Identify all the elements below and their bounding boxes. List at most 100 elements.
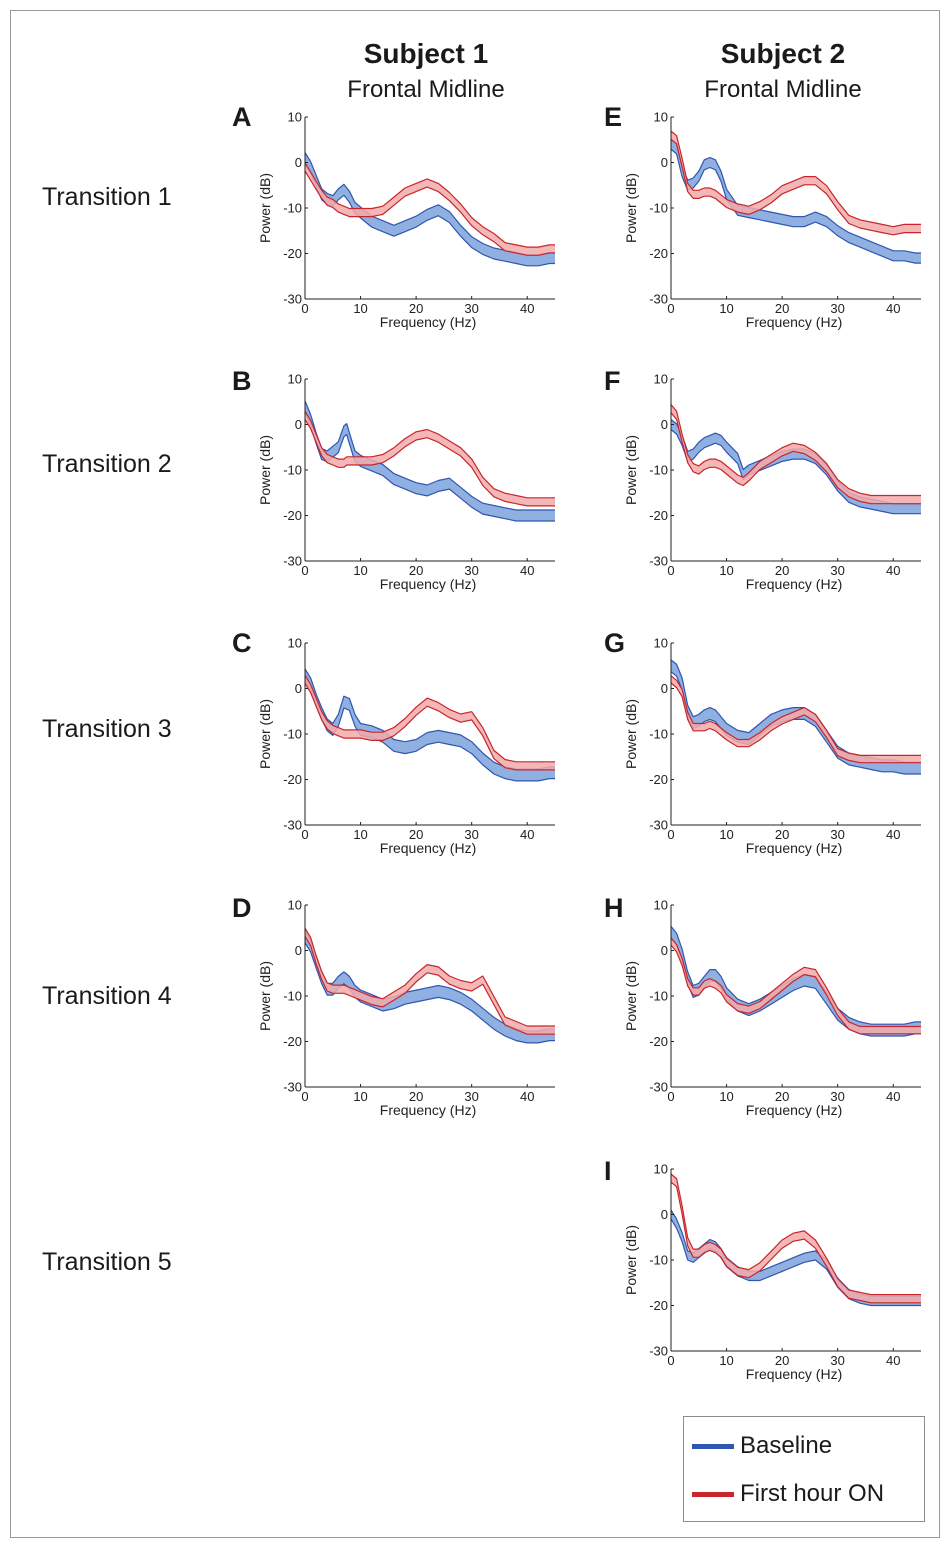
y-tick-label: 10: [654, 636, 668, 651]
series-line-baseline-upper: [304, 152, 555, 256]
x-tick-label: 0: [301, 563, 308, 578]
y-tick-label: -30: [649, 818, 668, 833]
y-tick-label: -10: [283, 463, 302, 478]
series-line-first-hour-upper: [670, 675, 921, 757]
y-tick-label: -20: [283, 508, 302, 523]
panel-label-f: F: [604, 366, 621, 396]
y-tick-label: 0: [661, 155, 668, 170]
x-tick-label: 20: [775, 1353, 789, 1368]
y-axis-label: Power (dB): [623, 435, 639, 505]
panel-label-h: H: [604, 893, 624, 923]
x-axis-label: Frequency (Hz): [746, 840, 842, 856]
y-tick-label: 10: [654, 898, 668, 913]
transition-label-3: Transition 3: [42, 715, 172, 743]
y-tick-label: 10: [288, 636, 302, 651]
x-tick-label: 20: [409, 301, 423, 316]
subject2-title: Subject 2: [720, 38, 846, 69]
transition-label-2: Transition 2: [42, 450, 172, 478]
y-tick-label: 0: [295, 943, 302, 958]
x-tick-label: 0: [667, 1353, 674, 1368]
y-tick-label: 10: [654, 372, 668, 387]
x-tick-label: 40: [520, 563, 534, 578]
y-tick-label: 0: [295, 155, 302, 170]
x-tick-label: 0: [667, 301, 674, 316]
legend-swatch-baseline: [692, 1443, 734, 1449]
x-tick-label: 10: [719, 827, 733, 842]
y-tick-label: 10: [654, 110, 668, 125]
figure-frame: [10, 10, 940, 1538]
x-tick-label: 30: [464, 1089, 478, 1104]
panel-label-g: G: [604, 628, 626, 658]
series-line-baseline-upper: [670, 138, 921, 254]
x-tick-label: 10: [719, 1089, 733, 1104]
series-line-first-hour-lower: [304, 936, 555, 1035]
x-tick-label: 0: [301, 1089, 308, 1104]
x-tick-label: 40: [886, 1353, 900, 1368]
y-tick-label: -20: [283, 1034, 302, 1049]
series-line-first-hour-upper: [670, 404, 921, 497]
y-tick-label: 0: [661, 681, 668, 696]
x-tick-label: 10: [719, 301, 733, 316]
panel-label-e: E: [604, 102, 623, 132]
x-tick-label: 10: [353, 563, 367, 578]
panel-label-i: I: [604, 1156, 612, 1186]
y-tick-label: -10: [649, 989, 668, 1004]
x-tick-label: 40: [520, 827, 534, 842]
y-tick-label: 0: [661, 1207, 668, 1222]
subject2-region: Frontal Midline: [704, 76, 862, 103]
x-tick-label: 0: [667, 1089, 674, 1104]
transition-label-5: Transition 5: [42, 1248, 172, 1276]
y-tick-label: -10: [283, 727, 302, 742]
y-tick-label: 0: [661, 943, 668, 958]
x-tick-label: 30: [830, 563, 844, 578]
y-tick-label: -20: [649, 246, 668, 261]
panel-label-d: D: [232, 893, 252, 923]
y-tick-label: 0: [661, 417, 668, 432]
series-band-first-hour: [305, 411, 555, 506]
y-tick-label: -10: [649, 727, 668, 742]
x-tick-label: 20: [775, 563, 789, 578]
y-tick-label: 10: [288, 372, 302, 387]
x-tick-label: 20: [775, 1089, 789, 1104]
series-line-first-hour-upper: [304, 162, 555, 248]
series-band-first-hour: [671, 675, 921, 763]
y-tick-label: -30: [649, 292, 668, 307]
x-tick-label: 30: [830, 1353, 844, 1368]
x-tick-label: 20: [775, 827, 789, 842]
x-tick-label: 10: [719, 1353, 733, 1368]
series-line-baseline-lower: [670, 429, 921, 515]
x-tick-label: 30: [464, 301, 478, 316]
x-axis-label: Frequency (Hz): [746, 1102, 842, 1118]
series-line-first-hour-lower: [670, 682, 921, 764]
series-line-first-hour-lower: [304, 170, 555, 256]
series-band-baseline: [305, 152, 555, 266]
x-tick-label: 30: [464, 827, 478, 842]
x-tick-label: 40: [520, 301, 534, 316]
x-axis-label: Frequency (Hz): [380, 576, 476, 592]
x-tick-label: 10: [719, 563, 733, 578]
x-tick-label: 10: [353, 1089, 367, 1104]
x-tick-label: 0: [301, 301, 308, 316]
legend: Baseline First hour ON: [683, 1416, 925, 1522]
y-tick-label: 0: [295, 681, 302, 696]
x-tick-label: 10: [353, 301, 367, 316]
series-line-baseline-upper: [670, 1209, 921, 1297]
series-line-first-hour-lower: [304, 419, 555, 507]
y-axis-label: Power (dB): [257, 961, 273, 1031]
series-line-baseline-lower: [304, 680, 555, 782]
series-line-first-hour-lower: [670, 1181, 921, 1304]
y-axis-label: Power (dB): [623, 961, 639, 1031]
x-tick-label: 40: [886, 301, 900, 316]
legend-label-baseline: Baseline: [740, 1432, 833, 1459]
transition-label-1: Transition 1: [42, 183, 172, 211]
subject1-title: Subject 1: [363, 38, 489, 69]
series-line-baseline-lower: [670, 937, 921, 1037]
x-axis-label: Frequency (Hz): [746, 1366, 842, 1382]
y-axis-label: Power (dB): [623, 699, 639, 769]
x-tick-label: 0: [301, 827, 308, 842]
y-tick-label: 0: [295, 417, 302, 432]
